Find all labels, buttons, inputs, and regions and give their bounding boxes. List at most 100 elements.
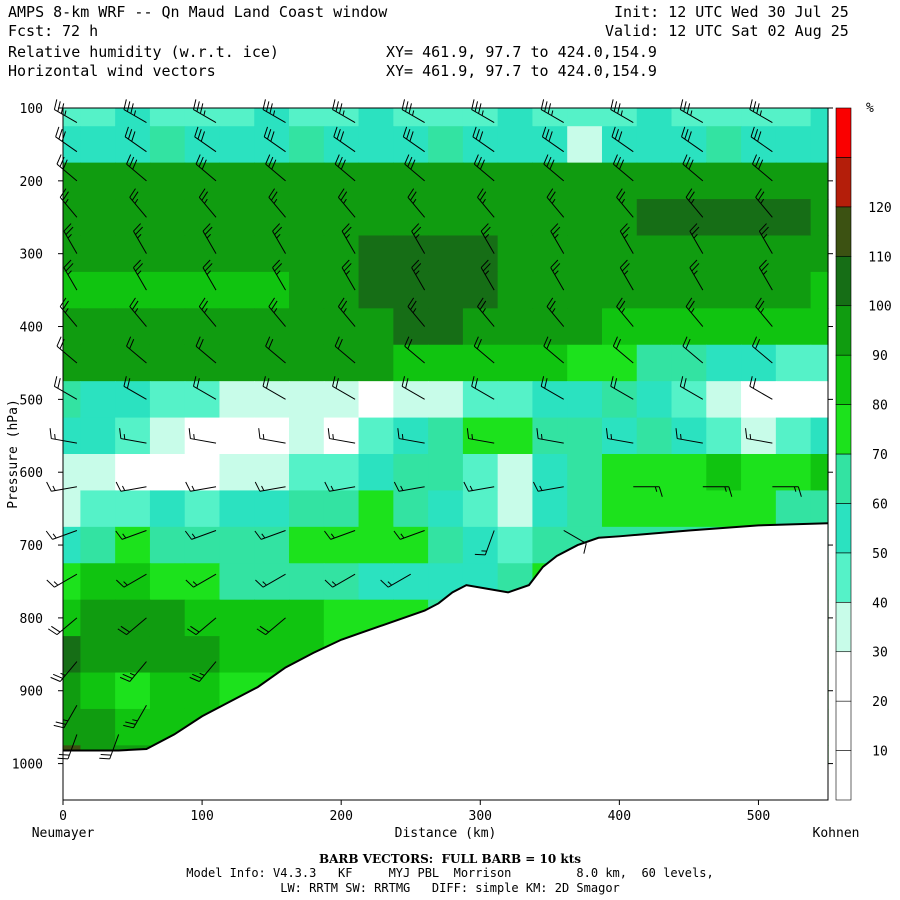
- wind-barb: [255, 573, 286, 588]
- rh-cell: [428, 126, 464, 164]
- barb-full: [688, 300, 695, 310]
- barb-staff: [758, 230, 773, 254]
- barb-full: [200, 131, 206, 142]
- barb-staff: [190, 486, 217, 492]
- x-tick-label: 500: [747, 809, 770, 824]
- rh-cell: [706, 126, 742, 164]
- barb-full: [184, 530, 192, 540]
- barb-full: [274, 226, 283, 235]
- rh-cell: [428, 490, 464, 528]
- wind-barb: [407, 297, 426, 327]
- barb-half: [610, 434, 613, 440]
- barb-half: [67, 270, 72, 275]
- rh-cell: [532, 126, 568, 164]
- rh-cell: [636, 199, 673, 237]
- rh-cell: [219, 599, 255, 637]
- rh-cell: [184, 271, 221, 309]
- colorbar-swatch: [835, 206, 852, 257]
- rh-cell: [254, 636, 290, 674]
- barb-staff: [755, 306, 773, 327]
- barb-full: [536, 428, 539, 439]
- barb-full: [552, 226, 561, 235]
- colorbar-swatch: [835, 453, 852, 504]
- rh-cell: [323, 454, 360, 492]
- barb-half: [762, 270, 768, 275]
- rh-cell: [358, 490, 394, 528]
- rh-cell: [428, 162, 464, 200]
- barb-full: [675, 428, 678, 439]
- x-tick-label: 200: [329, 809, 352, 824]
- colorbar-swatch: [835, 404, 852, 455]
- rh-cell: [741, 271, 777, 309]
- barb-full: [192, 376, 197, 387]
- wind-barb: [185, 573, 217, 588]
- barb-full: [131, 300, 139, 310]
- rh-cell: [428, 235, 464, 273]
- rh-cell: [567, 126, 603, 164]
- barb-full: [115, 579, 125, 588]
- wind-barb: [268, 188, 286, 218]
- wind-barb: [63, 259, 78, 291]
- forecast-hour: 72 h: [62, 22, 99, 40]
- barb-full: [266, 378, 270, 389]
- wind-barb: [198, 188, 217, 218]
- x-tick-label: 0: [59, 809, 67, 824]
- rh-cell: [80, 490, 116, 528]
- wind-barb: [751, 336, 773, 364]
- y-tick-label: 800: [20, 612, 43, 627]
- rh-cell: [63, 563, 81, 601]
- barb-half: [204, 198, 208, 204]
- wind-barb: [616, 188, 634, 218]
- barb-full: [51, 625, 61, 633]
- barb-staff: [56, 163, 78, 182]
- barb-full: [407, 297, 415, 307]
- barb-staff: [329, 438, 356, 444]
- wind-barb: [689, 223, 704, 254]
- barb-full: [751, 336, 758, 347]
- barb-full: [333, 126, 338, 137]
- barb-full: [477, 297, 484, 307]
- wind-barb: [411, 259, 426, 291]
- barb-full: [263, 126, 269, 137]
- barb-half: [554, 270, 559, 275]
- barb-half: [539, 485, 543, 491]
- barb-half: [760, 308, 765, 314]
- wind-barb: [619, 223, 634, 254]
- rh-cell: [428, 526, 464, 564]
- rh-cell: [184, 126, 221, 164]
- barb-staff: [126, 163, 147, 182]
- rh-cell: [289, 126, 325, 164]
- barb-full: [256, 628, 266, 636]
- wind-barb: [675, 428, 703, 444]
- wind-barb: [324, 481, 356, 492]
- barb-full: [268, 339, 274, 350]
- barb-half: [400, 485, 404, 491]
- rh-cell: [636, 308, 673, 346]
- rh-cell: [254, 271, 290, 309]
- rh-cell: [80, 199, 116, 237]
- rh-cell: [462, 308, 499, 346]
- wind-barb: [550, 259, 565, 291]
- barb-full: [411, 223, 420, 232]
- rh-cell: [80, 526, 116, 564]
- barb-full: [474, 378, 479, 389]
- barb-half: [132, 719, 138, 722]
- rh-cell: [80, 708, 116, 746]
- rh-cell: [254, 199, 290, 237]
- barb-full: [689, 223, 698, 232]
- barb-full: [270, 131, 275, 142]
- wind-barb: [473, 154, 495, 182]
- wind-barb: [337, 188, 356, 218]
- barb-full: [478, 131, 484, 142]
- wind-barb: [633, 486, 663, 497]
- wind-barb: [129, 188, 147, 218]
- barb-staff: [334, 163, 356, 182]
- barb-half: [482, 198, 486, 204]
- forecast-label: Fcst:: [8, 22, 54, 40]
- barb-staff: [682, 163, 704, 182]
- rh-cell: [149, 126, 186, 164]
- barb-full: [53, 724, 65, 729]
- barb-full: [473, 154, 479, 165]
- rh-cell: [671, 108, 707, 127]
- rh-cell: [115, 271, 151, 309]
